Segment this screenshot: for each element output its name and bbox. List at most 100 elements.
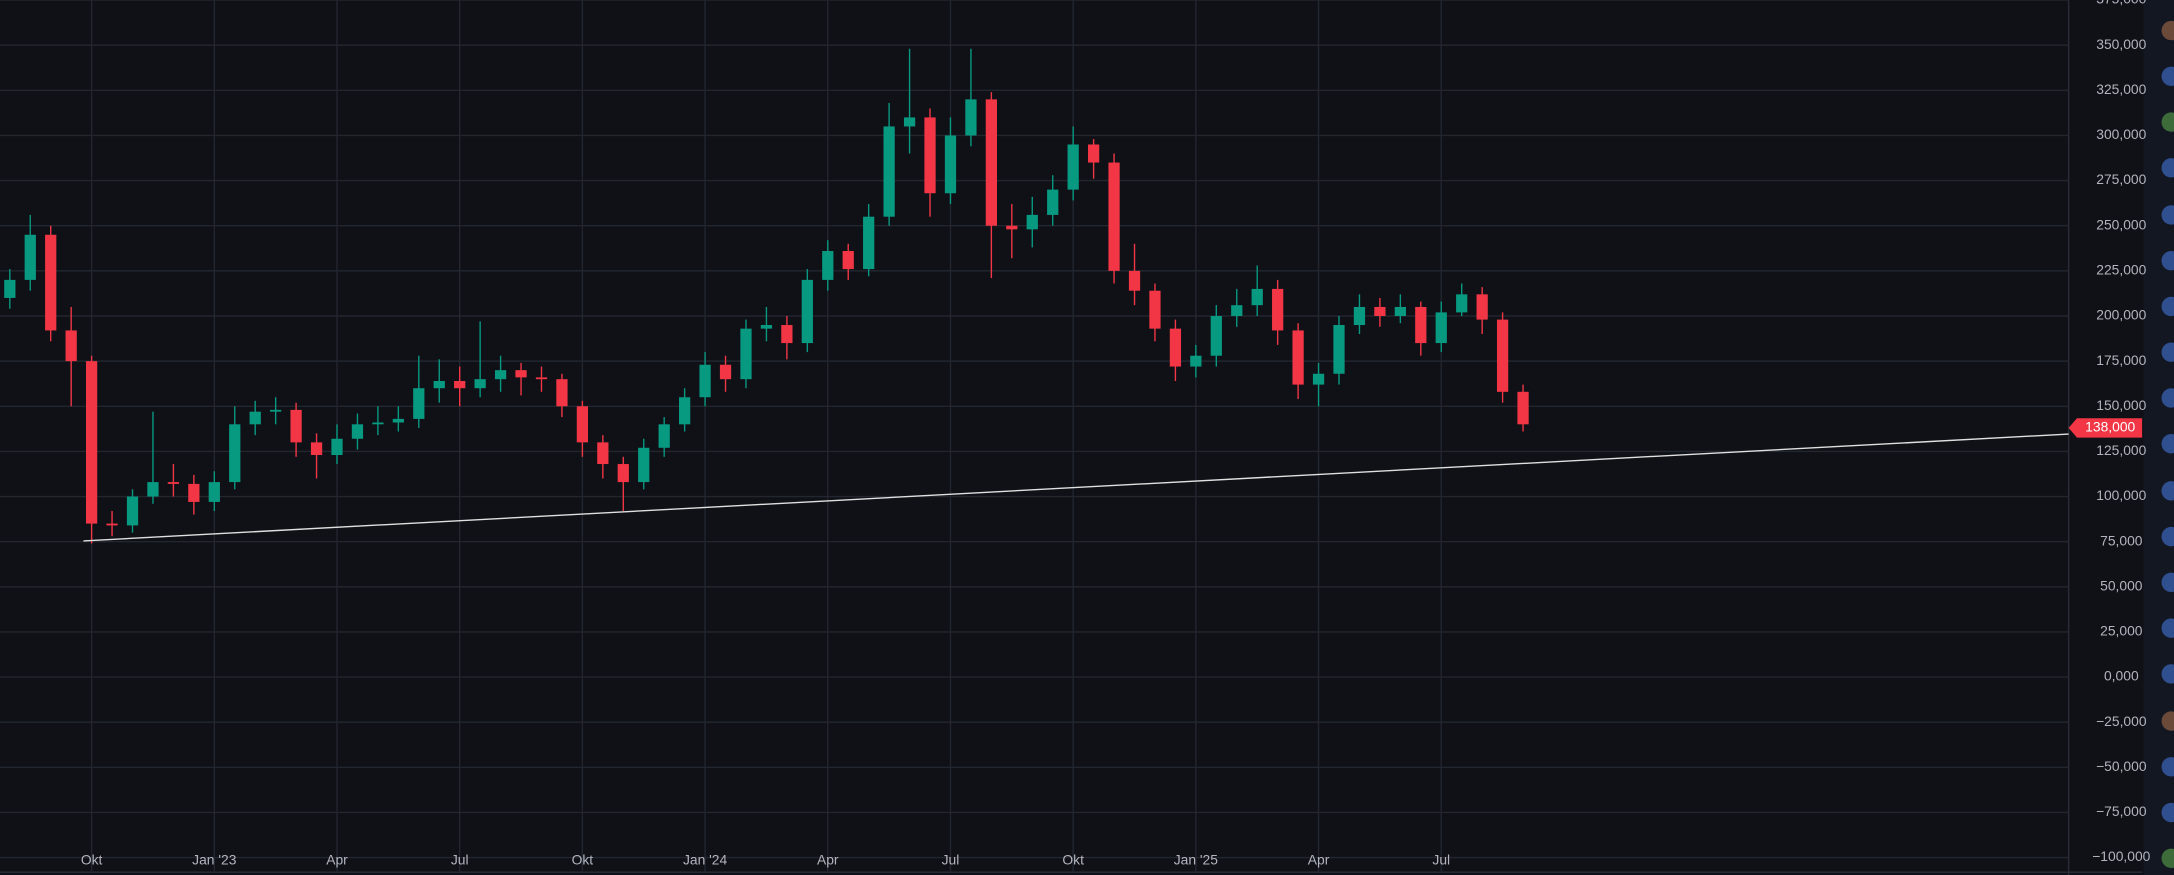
candle-body [760,325,773,329]
candle-body [1128,270,1141,291]
icon[interactable] [2161,296,2174,317]
candle-body [556,379,568,407]
candle-body [208,482,220,502]
candle-body [147,482,159,497]
icon[interactable] [2161,572,2174,593]
y-tick-label: 375,000 [2096,0,2146,7]
candle-body [310,442,323,456]
candle-body [1006,225,1018,230]
candle-body [1026,214,1038,230]
candle-body [1210,315,1222,356]
y-tick-label: 100,000 [2096,487,2146,503]
candle-body [842,251,854,270]
y-tick-label: −50,000 [2096,758,2147,774]
icon[interactable] [2161,618,2174,638]
candle-body [1476,294,1488,320]
candle-body [822,251,834,280]
candle-body [413,388,425,419]
candle-body [45,234,57,331]
candle-body [392,418,404,423]
candle-body [167,482,180,484]
icon[interactable] [2161,112,2174,132]
candle-body [290,409,302,443]
y-tick-label: 325,000 [2096,81,2146,97]
candle-body [1415,306,1427,344]
axes: −100,000 −75,000 −50,000 −25,000 0,000 25,000… [81,0,2151,868]
icon[interactable] [2161,802,2174,823]
candle-body [1067,144,1079,190]
candle-body [985,99,997,226]
candle-body [65,330,77,362]
side-icons [2161,20,2174,868]
candle-body [126,496,139,526]
candle-body [801,279,813,344]
candle-body [229,424,241,483]
price-tag [2068,418,2143,438]
candle-body [1312,373,1325,385]
candle-body [638,447,650,483]
candle-body [965,99,977,136]
x-tick-label: Jul [451,852,469,868]
candle-body [515,370,527,378]
candle-body [617,464,629,483]
y-tick-label: −100,000 [2092,848,2150,864]
icon[interactable] [2161,388,2174,408]
candle-body [883,126,895,217]
icon[interactable] [2161,757,2174,777]
y-tick-label: −75,000 [2096,803,2147,819]
icon[interactable] [2161,481,2174,501]
x-tick-label: Jan '23 [192,852,237,868]
price-tag-label: 138,000 [2085,419,2135,435]
icon[interactable] [2161,158,2174,178]
candle-body [1047,189,1059,215]
icon[interactable] [2161,66,2174,87]
candle-body [1353,306,1366,326]
candle-body [188,483,200,502]
icon[interactable] [2161,711,2174,731]
x-tick-label: Jul [942,852,960,868]
candle-body [1292,330,1304,385]
icon[interactable] [2161,342,2174,362]
y-tick-label: 75,000 [2100,532,2143,548]
y-tick-label: 300,000 [2096,126,2146,142]
icon[interactable] [2161,251,2174,271]
candle-body [106,523,118,526]
candle-body [597,442,609,465]
candle-body [1394,306,1406,316]
x-tick-label: Apr [817,852,839,868]
icon[interactable] [2161,848,2174,868]
y-tick-label: 350,000 [2096,36,2146,52]
candle-body [1333,325,1345,374]
candle-body [270,409,282,412]
y-tick-label: 225,000 [2096,262,2146,278]
candle-body [1108,162,1120,271]
candle-body [1517,391,1529,425]
candle-body [249,411,261,425]
icon[interactable] [2161,434,2174,454]
y-tick-label: 275,000 [2096,171,2146,187]
candle-body [719,364,732,380]
icon[interactable] [2161,664,2174,684]
candle-body [331,438,343,456]
trend-line [83,433,2069,542]
y-tick-label: 200,000 [2096,307,2146,323]
y-tick-label: 150,000 [2096,397,2146,413]
candle-body [1190,355,1202,367]
candle-body [85,361,98,524]
x-tick-label: Okt [81,852,103,868]
plot [4,48,2069,544]
icon[interactable] [2161,205,2174,225]
candle-body [1251,288,1263,306]
candle-body [351,424,364,439]
candle-body [1435,312,1447,344]
candle-body [924,117,936,194]
candle-body [474,379,486,389]
candle-body [576,406,589,443]
candle-body [944,135,957,194]
candle-body [903,117,916,127]
icon[interactable] [2161,20,2174,41]
y-tick-label: 250,000 [2096,216,2146,232]
candle-body [679,397,691,425]
icon[interactable] [2161,526,2174,547]
